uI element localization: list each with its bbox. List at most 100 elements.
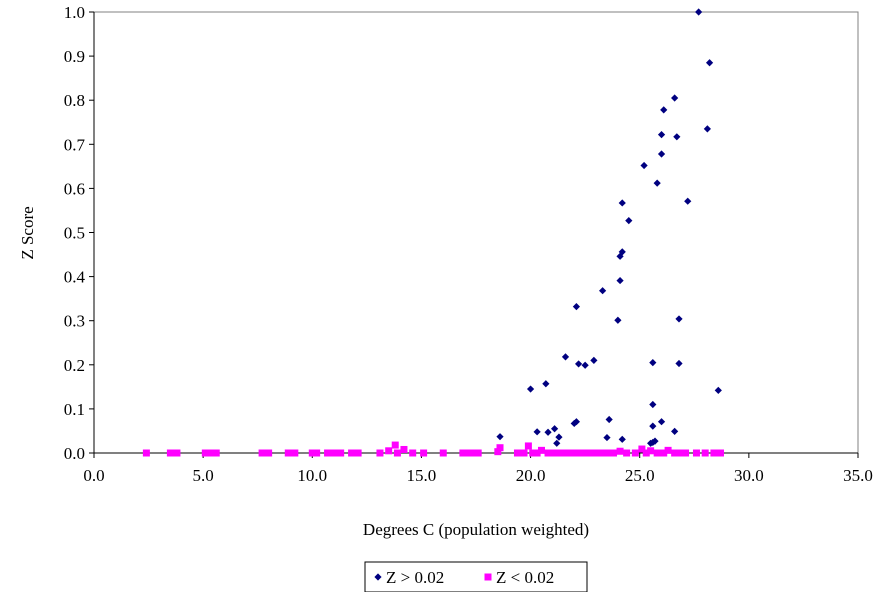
data-point-square (677, 449, 685, 457)
data-point-square (583, 449, 591, 457)
data-point-square (710, 449, 718, 457)
legend-box (364, 561, 588, 592)
data-point-square (393, 449, 401, 457)
data-point-square (564, 449, 572, 457)
data-point-square (537, 446, 545, 454)
data-point-diamond (544, 428, 552, 436)
y-tick-label: 0.7 (64, 135, 86, 154)
data-point-square (474, 449, 482, 457)
data-point-square (671, 449, 679, 457)
data-point-square (439, 449, 447, 457)
data-point-square (385, 447, 393, 455)
data-point-diamond (526, 385, 535, 393)
data-point-square (596, 449, 604, 457)
data-point-diamond (618, 435, 626, 443)
x-tick-label: 20.0 (516, 466, 546, 485)
data-point-square (308, 449, 316, 457)
data-point-square (420, 449, 428, 457)
data-point-square (330, 449, 338, 457)
data-point-diamond (572, 302, 581, 311)
data-point-square (623, 449, 631, 457)
data-point-square (212, 449, 220, 457)
x-axis-title: Degrees C (population weighted) (363, 520, 589, 539)
x-tick-label: 0.0 (83, 466, 104, 485)
series-layer (142, 8, 724, 457)
data-point-diamond (671, 427, 679, 435)
data-point-square (610, 449, 618, 457)
data-point-square (337, 449, 345, 457)
legend-marker (374, 573, 382, 581)
x-tick-label: 25.0 (625, 466, 655, 485)
data-point-diamond (616, 252, 624, 260)
data-point-diamond (603, 433, 611, 442)
series-z-below (142, 441, 724, 457)
x-tick-label: 5.0 (193, 466, 214, 485)
y-tick-label: 0.3 (64, 312, 85, 331)
y-axis-title: Z Score (18, 206, 37, 259)
data-point-square (551, 449, 559, 457)
data-point-square (513, 449, 521, 457)
data-point-diamond (660, 106, 668, 114)
data-point-diamond (555, 433, 563, 441)
data-point-diamond (673, 133, 681, 141)
data-point-square (291, 449, 299, 457)
data-point-diamond (574, 360, 583, 368)
y-tick-label: 0.1 (64, 400, 85, 419)
data-point-square (664, 446, 672, 454)
y-tick-label: 0.4 (64, 268, 86, 287)
legend-label: Z < 0.02 (496, 568, 554, 587)
data-point-square (391, 441, 399, 449)
data-point-square (459, 449, 467, 457)
data-point-diamond (590, 356, 598, 364)
data-point-diamond (618, 199, 626, 207)
data-point-square (557, 449, 565, 457)
data-point-square (660, 449, 668, 457)
y-tick-label: 0.8 (64, 91, 85, 110)
data-point-diamond (561, 353, 570, 361)
y-tick-label: 0.0 (64, 444, 85, 463)
data-point-square (638, 445, 646, 453)
data-point-square (570, 449, 578, 457)
data-point-square (284, 449, 292, 457)
data-point-square (577, 449, 585, 457)
x-tick-label: 10.0 (297, 466, 327, 485)
data-point-square (544, 449, 552, 457)
data-point-diamond (649, 400, 657, 409)
data-point-square (642, 449, 650, 457)
data-point-diamond (703, 125, 711, 133)
data-point-square (647, 447, 655, 455)
data-point-square (616, 447, 624, 455)
data-point-square (520, 449, 528, 457)
data-point-diamond (605, 415, 613, 424)
data-point-diamond (542, 380, 550, 388)
data-point-square (206, 449, 214, 457)
data-point-diamond (618, 248, 626, 256)
data-point-square (603, 449, 611, 457)
data-point-square (468, 449, 476, 457)
data-point-square (142, 449, 150, 457)
plot-frame (93, 11, 859, 454)
data-point-diamond (651, 437, 659, 445)
x-tick-label: 35.0 (843, 466, 873, 485)
data-point-square (324, 449, 332, 457)
data-point-square (463, 449, 471, 457)
data-point-diamond (599, 287, 607, 295)
legend: Z > 0.02 Z < 0.02 (364, 561, 588, 592)
data-point-diamond (653, 179, 661, 187)
data-point-square (524, 442, 532, 450)
data-point-diamond (657, 418, 666, 426)
data-point-square (313, 449, 321, 457)
data-point-diamond (675, 315, 683, 323)
data-point-square (529, 449, 537, 457)
data-point-diamond (614, 316, 622, 324)
series-z-above (496, 8, 722, 447)
x-tick-label: 30.0 (734, 466, 764, 485)
data-point-square (631, 449, 639, 457)
data-point-square (496, 444, 504, 452)
data-point-diamond (657, 130, 666, 139)
y-axis-ticks: 0.0 0.1 0.2 0.3 0.4 0.5 0.6 0.7 0.8 0.9 1.0 (64, 3, 94, 463)
data-point-square (701, 449, 709, 457)
data-point-square (590, 449, 598, 457)
data-point-diamond (675, 359, 683, 368)
data-point-square (173, 449, 181, 457)
